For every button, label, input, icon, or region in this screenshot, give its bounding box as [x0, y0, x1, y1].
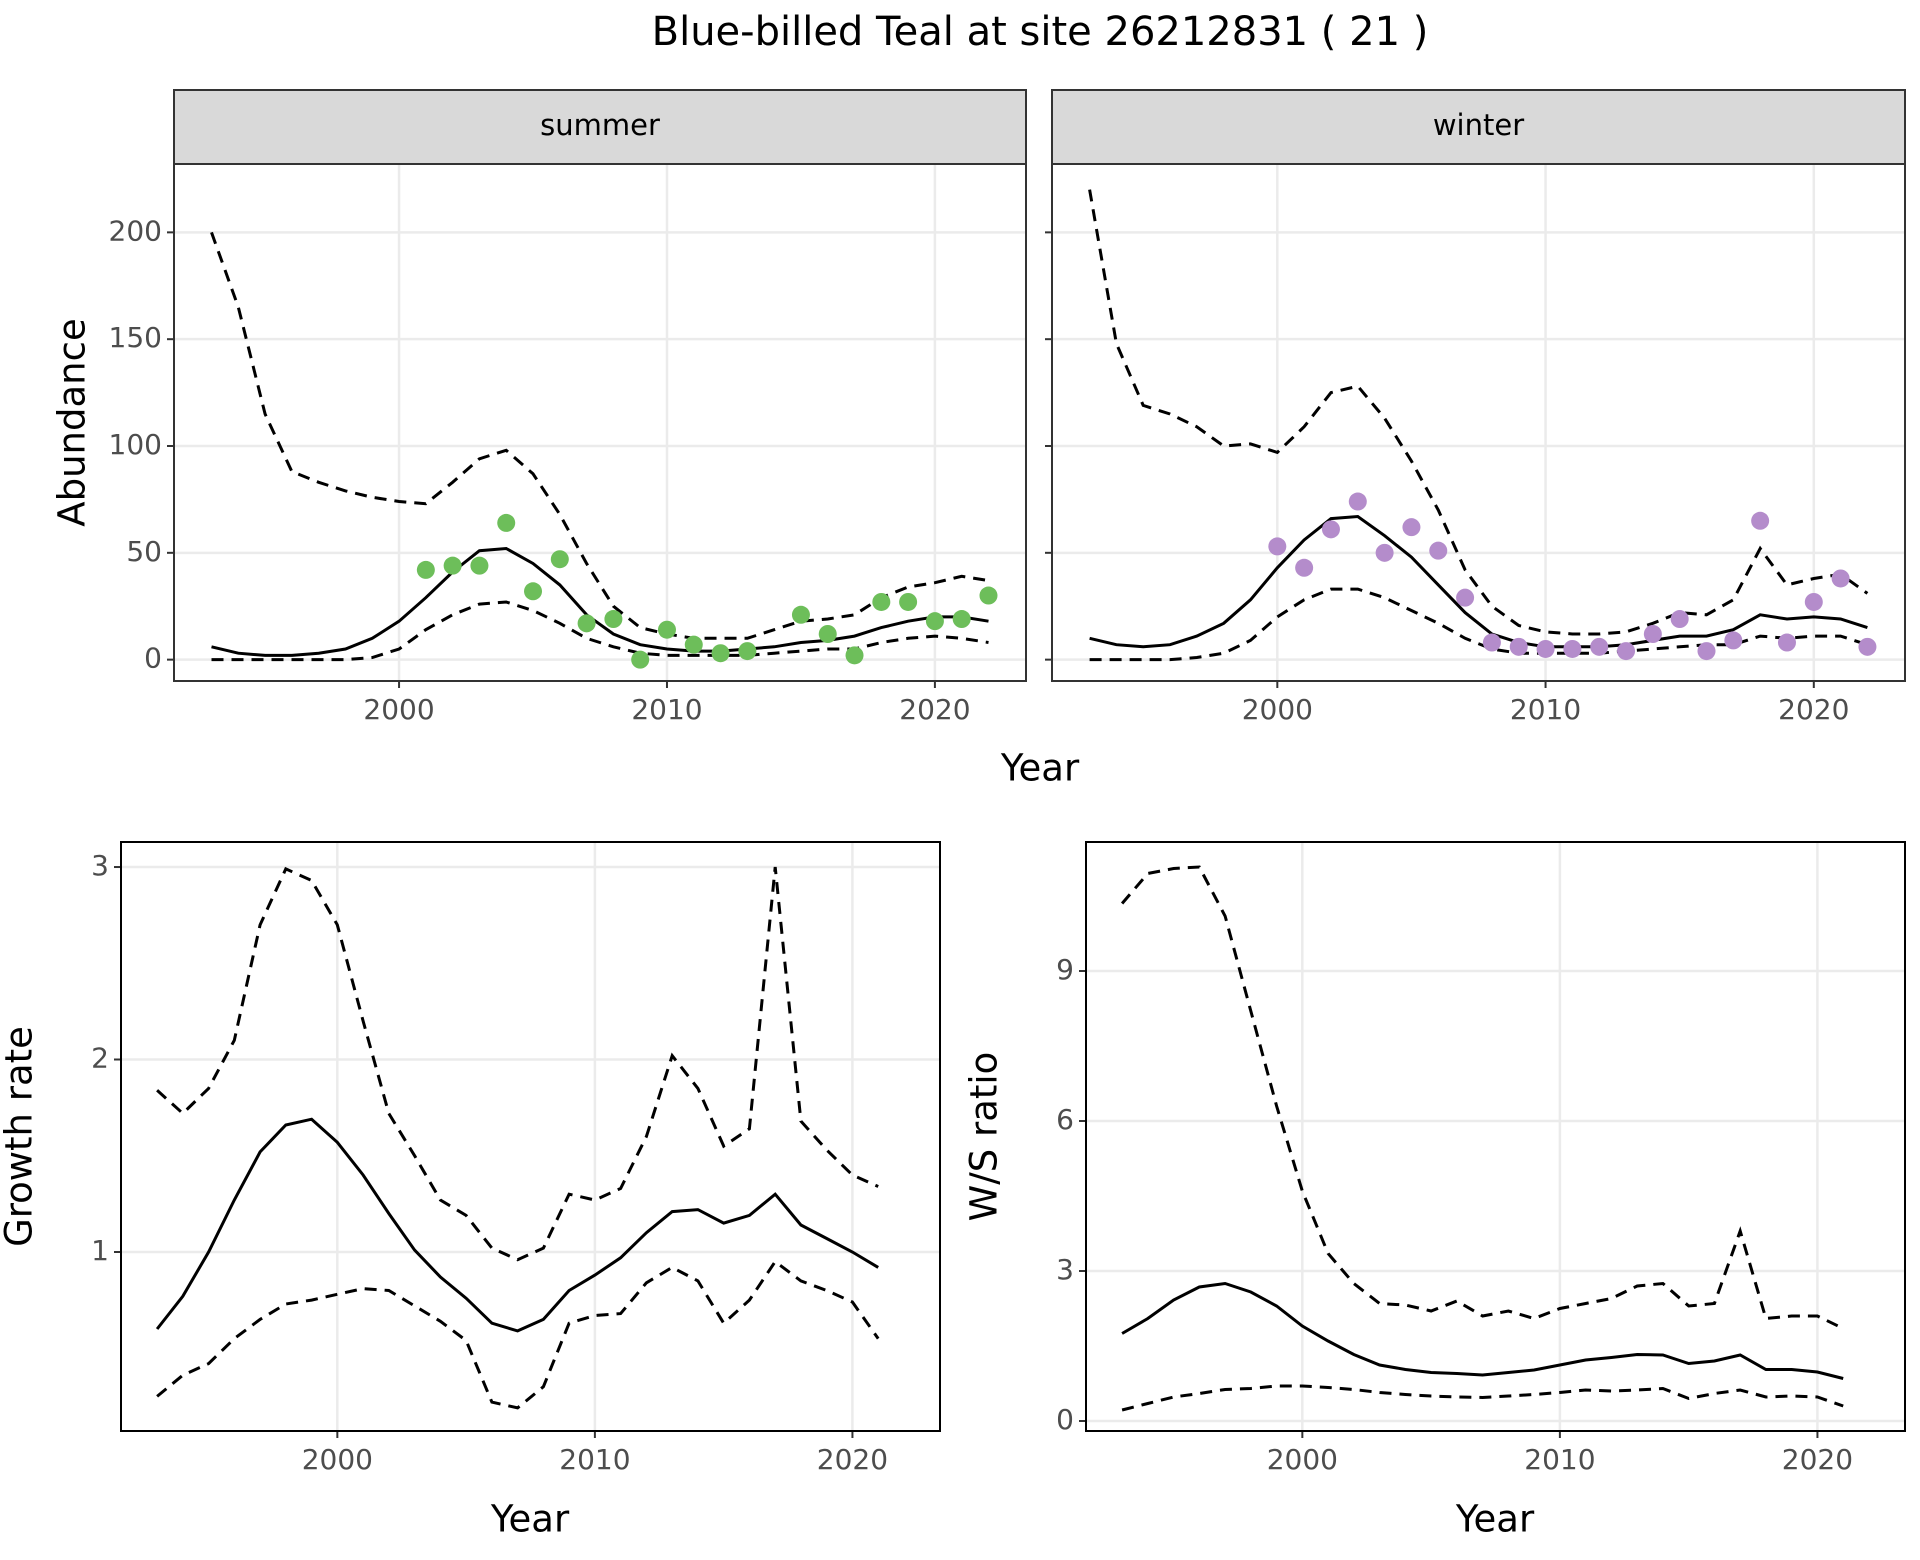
data-point [872, 592, 891, 611]
data-point [657, 620, 676, 639]
data-point [1831, 569, 1850, 588]
x-tick-label: 2010 [559, 1443, 630, 1476]
strip [173, 89, 1027, 165]
strip [1051, 89, 1906, 165]
data-point [1643, 625, 1662, 643]
data-point [1858, 637, 1877, 656]
line-series [1121, 1281, 1844, 1380]
y-tick-label: 150 [109, 321, 162, 354]
y-tick-label: 50 [126, 535, 162, 568]
data-point [1321, 520, 1340, 539]
x-axis-title: Year [1455, 1498, 1535, 1541]
data-point [1536, 639, 1555, 658]
data-point [604, 610, 623, 629]
data-point [952, 610, 971, 629]
data-point [1482, 633, 1501, 652]
data-point [1375, 543, 1394, 562]
data-point [711, 644, 730, 663]
y-tick-label: 200 [109, 214, 162, 247]
line-series [156, 1259, 880, 1410]
x-axis-title: Year [1000, 747, 1080, 790]
panel-border [120, 841, 941, 1432]
x-tick-label: 2020 [899, 693, 970, 726]
data-point [1670, 610, 1689, 629]
y-axis-title: Growth rate [0, 1026, 41, 1247]
y-axis-title: Abundance [51, 318, 94, 526]
y-tick-label: 0 [1056, 1403, 1074, 1436]
data-point [1348, 492, 1367, 511]
data-point [979, 586, 998, 605]
line-series [1088, 189, 1869, 636]
data-point [443, 556, 462, 575]
data-point [1804, 592, 1823, 611]
y-tick-label: 6 [1056, 1103, 1074, 1136]
data-point [416, 560, 435, 579]
data-point [1268, 537, 1287, 556]
line-series [155, 1117, 879, 1333]
strip-label: winter [1433, 108, 1524, 142]
panel-border [173, 163, 1027, 682]
data-point [899, 592, 918, 611]
x-tick-label: 2000 [1267, 1443, 1338, 1476]
data-point [1402, 518, 1421, 537]
data-point [1509, 637, 1528, 656]
data-point [550, 550, 569, 569]
x-tick-label: 2020 [1778, 693, 1849, 726]
data-point [1724, 631, 1743, 650]
line-series [1120, 865, 1844, 1330]
line-series [156, 866, 879, 1262]
x-tick-label: 2020 [1782, 1443, 1853, 1476]
data-point [1777, 633, 1796, 652]
line-series [1121, 1384, 1844, 1412]
panel-border [1051, 163, 1906, 682]
data-point [925, 612, 944, 631]
data-point [631, 650, 650, 669]
data-point [738, 642, 757, 661]
x-tick-label: 2020 [817, 1443, 888, 1476]
y-tick-label: 2 [91, 1042, 109, 1075]
x-tick-label: 2000 [302, 1443, 373, 1476]
data-point [1751, 511, 1770, 530]
data-point [470, 556, 489, 575]
y-tick-label: 9 [1056, 953, 1074, 986]
data-point [1295, 558, 1314, 577]
x-tick-label: 2000 [1242, 693, 1313, 726]
data-point [845, 646, 864, 665]
data-point [818, 625, 837, 643]
y-tick-label: 1 [91, 1234, 109, 1267]
y-tick-label: 100 [109, 428, 162, 461]
y-tick-label: 0 [144, 642, 162, 675]
y-tick-label: 3 [91, 849, 109, 882]
data-point [1429, 541, 1448, 560]
line-series [1089, 514, 1868, 649]
data-point [524, 582, 543, 601]
line-series [211, 546, 989, 657]
data-point [1456, 588, 1475, 607]
data-point [791, 605, 810, 624]
data-point [1590, 637, 1609, 656]
data-point [1617, 642, 1636, 661]
strip-label: summer [540, 108, 660, 142]
y-tick-label: 3 [1056, 1253, 1074, 1286]
x-tick-label: 2000 [363, 693, 434, 726]
x-tick-label: 2010 [1510, 693, 1581, 726]
data-point [1563, 639, 1582, 658]
x-tick-label: 2010 [1524, 1443, 1595, 1476]
data-point [684, 635, 703, 654]
data-point [577, 614, 596, 633]
panel-border [1085, 841, 1906, 1432]
line-series [210, 231, 989, 640]
x-tick-label: 2010 [631, 693, 702, 726]
data-point [1697, 642, 1716, 661]
figure-title: Blue-billed Teal at site 26212831 ( 21 ) [652, 9, 1429, 55]
data-point [497, 513, 516, 532]
y-axis-title: W/S ratio [963, 1052, 1006, 1222]
x-axis-title: Year [490, 1498, 570, 1541]
